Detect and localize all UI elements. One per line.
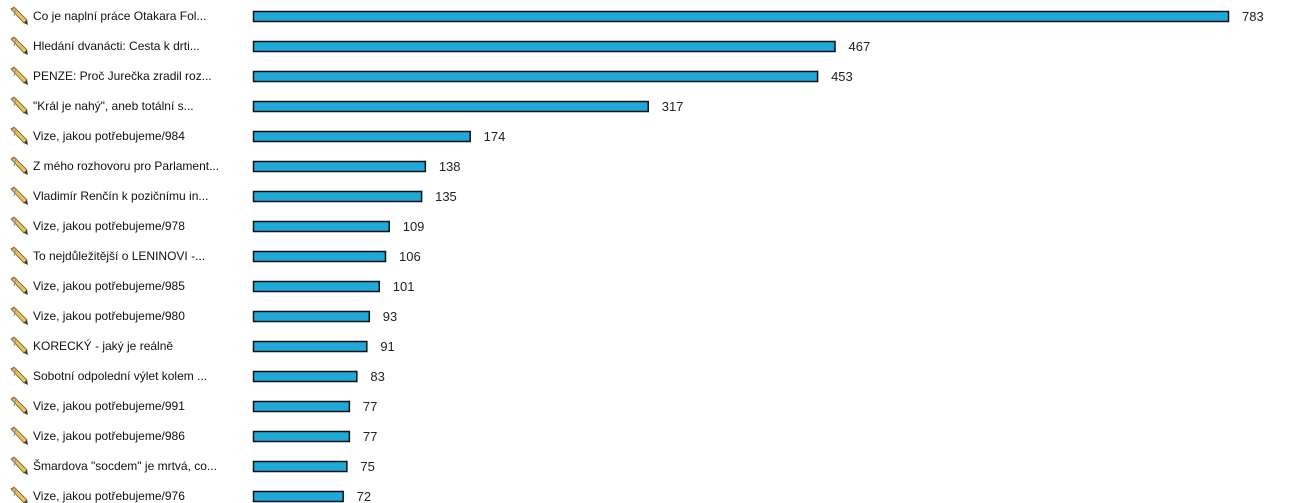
category-label: PENZE: Proč Jurečka zradil roz... [33, 69, 212, 83]
bar-row: Z mého rozhovoru pro Parlament... 138 [10, 156, 461, 175]
category-label: Z mého rozhovoru pro Parlament... [33, 159, 219, 173]
category-label: Vize, jakou potřebujeme/980 [33, 309, 185, 323]
bar-row: Co je naplní práce Otakara Fol... 783 [10, 6, 1264, 25]
pencil-icon [10, 216, 28, 235]
category-label: "Král je nahý", aneb totální s... [33, 99, 194, 113]
bar-row: Hledání dvanácti: Cesta k drti... 467 [10, 36, 871, 55]
value-label: 101 [393, 279, 415, 294]
bar [252, 220, 390, 233]
value-label: 135 [435, 189, 457, 204]
value-label: 109 [403, 219, 425, 234]
bar-row: KORECKÝ - jaký je reálně 91 [10, 336, 395, 355]
value-label: 317 [662, 99, 684, 114]
pencil-icon [10, 96, 28, 115]
bar-row: Vize, jakou potřebujeme/986 77 [10, 426, 377, 445]
bar-row: "Král je nahý", aneb totální s... 317 [10, 96, 684, 115]
value-label: 91 [380, 339, 394, 354]
pencil-icon [10, 186, 28, 205]
pencil-icon [10, 66, 28, 85]
pencil-icon [10, 396, 28, 415]
bar-row: Sobotní odpolední výlet kolem ... 83 [10, 366, 385, 385]
bar [252, 490, 344, 503]
bar [252, 70, 819, 83]
value-label: 453 [831, 69, 853, 84]
bar-row: Vize, jakou potřebujeme/984 174 [10, 126, 506, 145]
bar-row: Vize, jakou potřebujeme/976 72 [10, 486, 371, 503]
category-label: To nejdůležitější o LENINOVI -... [33, 249, 205, 263]
category-label: Vize, jakou potřebujeme/991 [33, 399, 185, 413]
value-label: 77 [363, 399, 377, 414]
pencil-icon [10, 456, 28, 475]
bar [252, 400, 351, 413]
category-label: KORECKÝ - jaký je reálně [33, 338, 173, 353]
category-label: Vladimír Renčín k pozičnímu in... [33, 189, 208, 203]
category-label: Vize, jakou potřebujeme/984 [33, 129, 185, 143]
bar [252, 280, 381, 293]
category-label: Hledání dvanácti: Cesta k drti... [33, 39, 200, 53]
value-label: 83 [370, 369, 384, 384]
value-label: 72 [357, 489, 371, 503]
value-label: 75 [360, 459, 374, 474]
value-label: 93 [383, 309, 397, 324]
bar-row: Vize, jakou potřebujeme/978 109 [10, 216, 425, 235]
category-label: Vize, jakou potřebujeme/978 [33, 219, 185, 233]
bar-row: PENZE: Proč Jurečka zradil roz... 453 [10, 66, 853, 85]
pencil-icon [10, 486, 28, 503]
category-label: Co je naplní práce Otakara Fol... [33, 9, 206, 23]
bar [252, 40, 836, 53]
bar-row: To nejdůležitější o LENINOVI -... 106 [10, 246, 421, 265]
pencil-icon [10, 246, 28, 265]
value-label: 138 [439, 159, 461, 174]
category-label: Šmardova "socdem" je mrtvá, co... [33, 458, 217, 473]
value-label: 174 [484, 129, 506, 144]
pencil-icon [10, 126, 28, 145]
bar [252, 190, 423, 203]
pencil-icon [10, 6, 28, 25]
bar-row: Vize, jakou potřebujeme/991 77 [10, 396, 377, 415]
bar-row: Vize, jakou potřebujeme/980 93 [10, 306, 397, 325]
bar [252, 250, 387, 263]
pencil-icon [10, 36, 28, 55]
bar [252, 10, 1230, 23]
bar [252, 430, 351, 443]
category-label: Vize, jakou potřebujeme/976 [33, 489, 185, 503]
bar [252, 370, 358, 383]
value-label: 77 [363, 429, 377, 444]
pencil-icon [10, 156, 28, 175]
bar-row: Vladimír Renčín k pozičnímu in... 135 [10, 186, 457, 205]
bar [252, 130, 471, 143]
bar [252, 160, 427, 173]
category-label: Sobotní odpolední výlet kolem ... [33, 369, 207, 383]
bar [252, 460, 348, 473]
bar [252, 340, 368, 353]
value-label: 106 [399, 249, 421, 264]
pencil-icon [10, 366, 28, 385]
bar-row: Šmardova "socdem" je mrtvá, co... 75 [10, 456, 375, 475]
pencil-icon [10, 306, 28, 325]
pencil-icon [10, 426, 28, 445]
pencil-icon [10, 276, 28, 295]
bar [252, 100, 649, 113]
pencil-icon [10, 336, 28, 355]
category-label: Vize, jakou potřebujeme/985 [33, 279, 185, 293]
category-label: Vize, jakou potřebujeme/986 [33, 429, 185, 443]
value-label: 783 [1242, 9, 1264, 24]
bar-row: Vize, jakou potřebujeme/985 101 [10, 276, 415, 295]
value-label: 467 [849, 39, 871, 54]
bar [252, 310, 371, 323]
